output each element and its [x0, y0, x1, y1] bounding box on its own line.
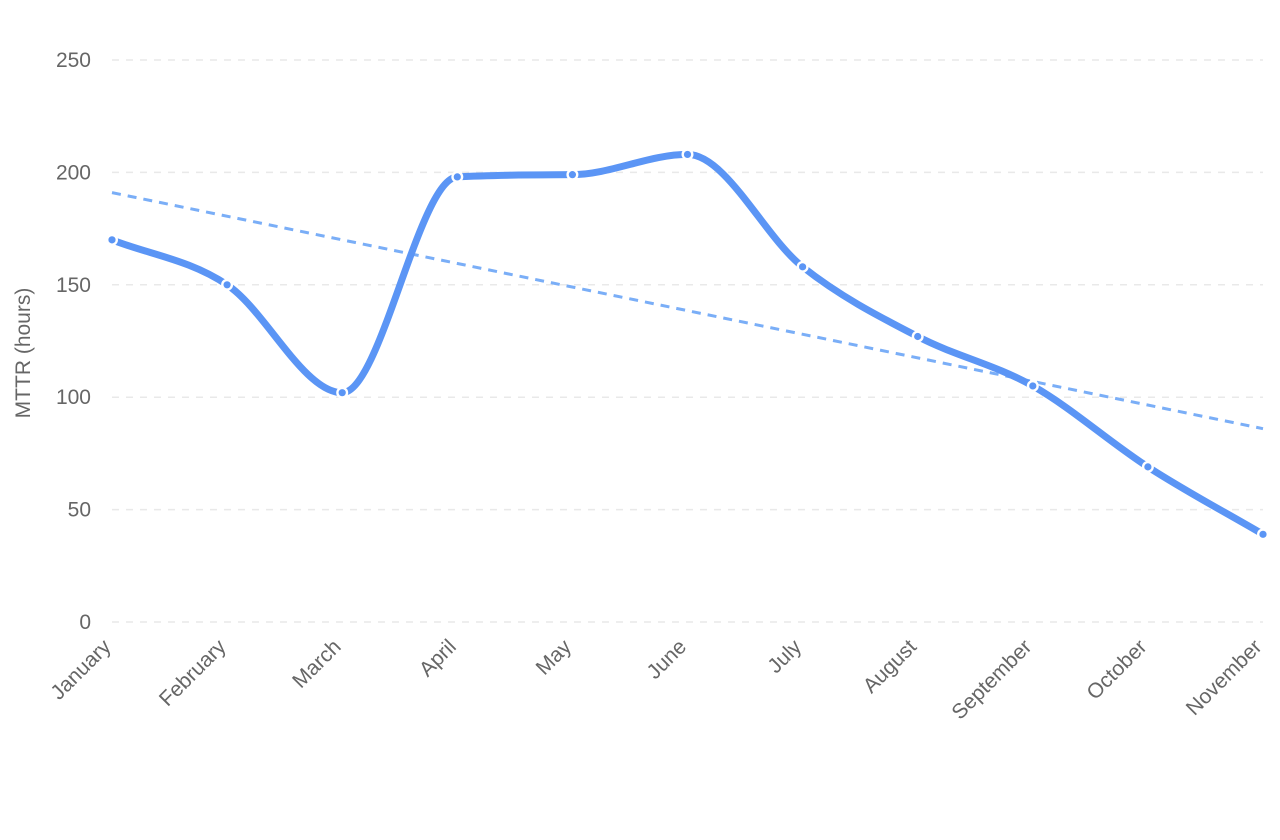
x-tick-label: April — [415, 635, 461, 681]
y-tick-label: 0 — [79, 611, 91, 634]
data-point-july[interactable] — [796, 260, 809, 273]
grid-lines — [112, 59, 1263, 623]
y-tick-label: 50 — [68, 499, 91, 522]
y-tick-label: 250 — [56, 49, 91, 72]
series-line-0 — [108, 150, 1267, 538]
series-group — [108, 150, 1267, 538]
y-axis-ticks: 0 50 100 150 200 250 — [56, 49, 91, 634]
data-point-october[interactable] — [1141, 460, 1154, 473]
data-point-dot — [568, 171, 577, 179]
data-point-dot — [338, 389, 346, 397]
x-tick-label: May — [532, 635, 577, 680]
data-point-august[interactable] — [911, 330, 924, 343]
data-point-dot — [1144, 463, 1152, 471]
x-tick-label: October — [1082, 635, 1151, 704]
y-tick-label: 150 — [56, 274, 91, 297]
data-point-september[interactable] — [1026, 379, 1039, 392]
y-axis-title: MTTR (hours) — [12, 288, 35, 419]
data-point-dot — [1259, 530, 1267, 538]
data-point-dot — [453, 173, 461, 181]
data-point-april[interactable] — [451, 170, 464, 183]
markers-group — [106, 148, 1269, 541]
x-tick-label: June — [643, 635, 691, 683]
x-tick-label: November — [1182, 635, 1267, 720]
data-point-november[interactable] — [1257, 528, 1269, 541]
data-point-dot — [223, 281, 231, 289]
x-tick-label: March — [288, 635, 346, 693]
trend-line — [111, 191, 1264, 431]
data-point-may[interactable] — [566, 168, 579, 181]
data-point-dot — [1029, 382, 1037, 390]
x-axis-ticks: January February March April May June July Augu… — [46, 635, 1266, 724]
data-point-dot — [683, 150, 692, 159]
data-point-january[interactable] — [106, 233, 118, 246]
data-point-june[interactable] — [681, 148, 694, 161]
y-tick-label: 200 — [56, 161, 91, 184]
x-tick-label: August — [859, 635, 922, 698]
y-tick-label: 100 — [56, 386, 91, 409]
data-point-february[interactable] — [221, 278, 234, 291]
x-tick-label: January — [46, 635, 115, 704]
data-point-march[interactable] — [336, 386, 349, 399]
x-tick-label: July — [763, 635, 806, 678]
x-tick-label: September — [947, 635, 1036, 724]
trend-line-group — [111, 191, 1264, 431]
data-point-dot — [108, 236, 116, 244]
x-tick-label: February — [155, 635, 231, 711]
data-point-dot — [914, 332, 922, 341]
data-point-dot — [799, 263, 807, 271]
